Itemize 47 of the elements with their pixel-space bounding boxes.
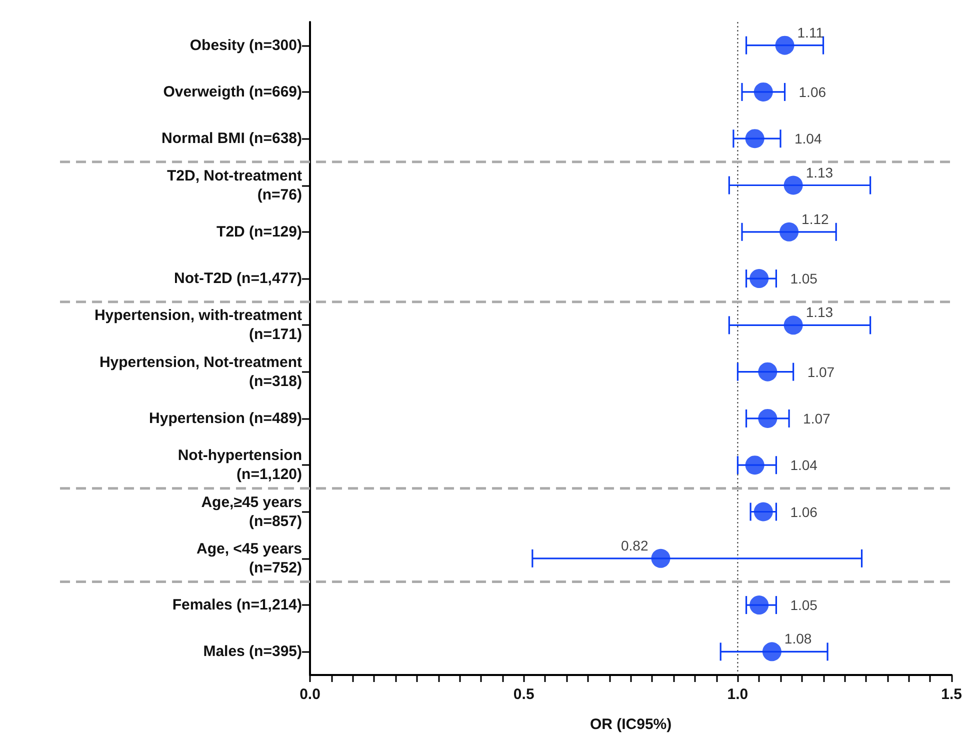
point: [758, 408, 778, 428]
x-tick-label: 0.0: [300, 686, 320, 703]
data-label: 1.13: [806, 304, 834, 320]
data-label: 1.07: [803, 410, 831, 426]
y-tick-label: T2D, Not-treatment (n=76): [166, 167, 302, 204]
y-tick-label: Overweigth (n=669): [163, 83, 302, 100]
point: [750, 596, 769, 615]
y-tick-label: Not-T2D (n=1,477): [174, 270, 302, 288]
data-label: 1.04: [790, 457, 818, 474]
y-tick-label: Normal BMI (n=638): [162, 130, 302, 148]
x-tick-label: 1.0: [727, 686, 748, 703]
data-label: 1.11: [797, 24, 824, 40]
point: [651, 548, 670, 568]
x-tick-label: 0.5: [513, 686, 534, 703]
y-tick-label: Hypertension, with-treatment (n=171): [94, 307, 302, 344]
data-label: 1.05: [790, 597, 818, 614]
point: [745, 129, 764, 148]
y-tick-label: Hypertension, Not-treatment (n=318): [99, 354, 302, 390]
point: [775, 36, 794, 55]
data-label: 1.04: [794, 130, 822, 147]
point: [758, 362, 778, 382]
y-tick-label: Hypertension (n=489): [149, 410, 302, 427]
data-label: 1.08: [784, 630, 812, 647]
data-label: 1.06: [790, 504, 818, 520]
point: [754, 82, 773, 102]
data-label: 1.05: [790, 270, 818, 287]
data-label: 1.13: [806, 164, 834, 180]
y-tick-label: Females (n=1,214): [172, 596, 302, 614]
y-tick-label: T2D (n=129): [216, 223, 302, 240]
data-label: 0.82: [620, 537, 648, 554]
point: [750, 269, 769, 288]
data-label: 1.12: [802, 210, 830, 227]
point: [780, 222, 799, 242]
x-tick-label: 1.5: [941, 686, 962, 703]
y-tick-label: Males (n=395): [203, 643, 302, 660]
point: [745, 456, 764, 475]
point: [784, 176, 803, 195]
data-label: 1.06: [798, 84, 826, 100]
y-tick-label: Age, <45 years (n=752): [196, 540, 302, 576]
point: [762, 642, 782, 662]
point: [754, 502, 773, 522]
x-axis-title: OR (IC95%): [590, 716, 672, 733]
point: [784, 316, 803, 335]
y-tick-label: Not-hypertension (n=1,120): [178, 447, 302, 484]
y-tick-label: Obesity (n=300): [190, 36, 302, 54]
y-tick-label: Age,≥45 years (n=857): [201, 494, 302, 530]
data-label: 1.07: [807, 364, 835, 380]
